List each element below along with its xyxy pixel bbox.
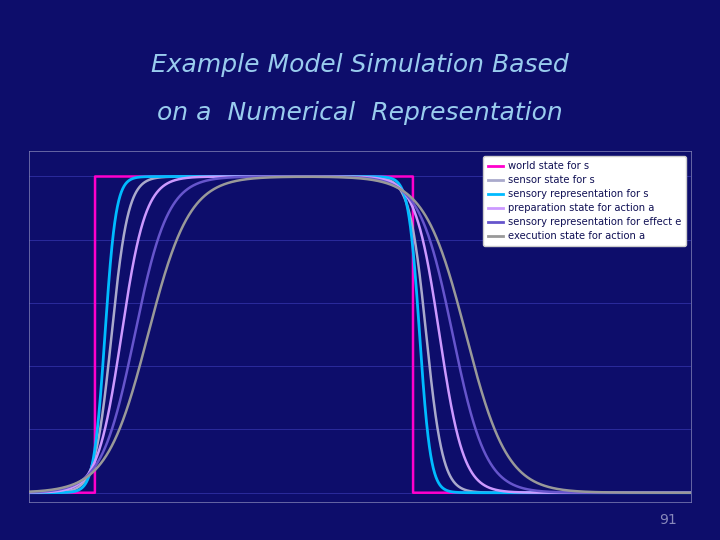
Legend: world state for s, sensor state for s, sensory representation for s, preparation: world state for s, sensor state for s, s… <box>483 156 686 246</box>
Text: on a  Numerical  Representation: on a Numerical Representation <box>157 102 563 125</box>
Text: Example Model Simulation Based: Example Model Simulation Based <box>151 53 569 77</box>
Text: 91: 91 <box>659 512 677 526</box>
